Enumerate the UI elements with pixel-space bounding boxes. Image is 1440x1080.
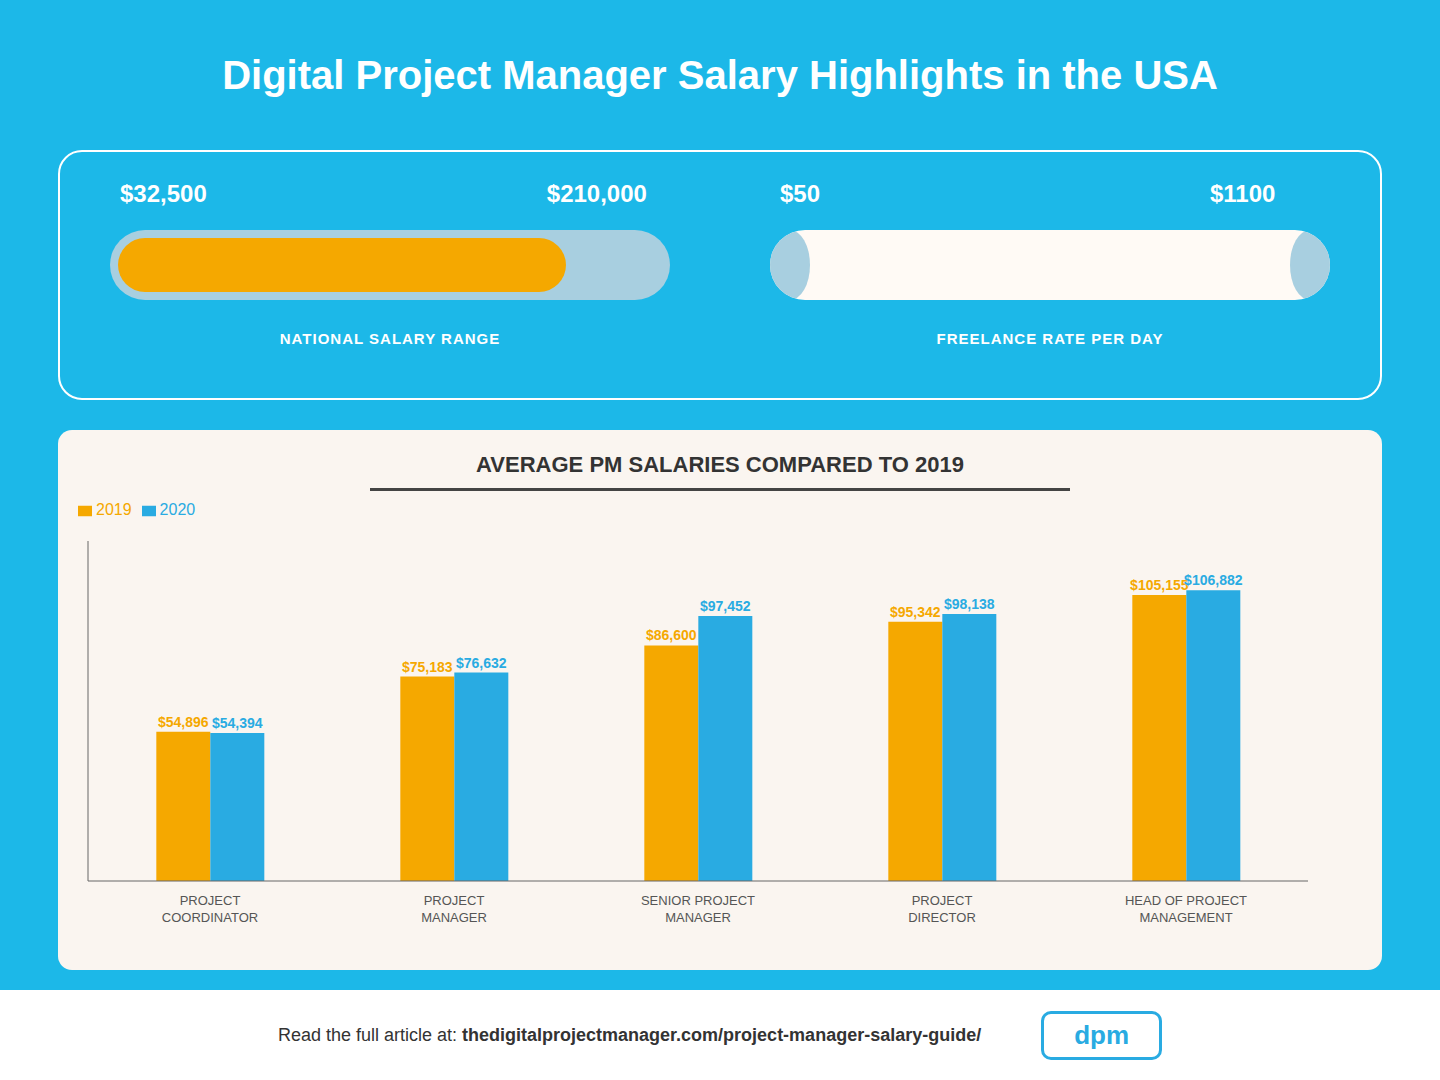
svg-text:$105,155: $105,155 <box>1130 577 1189 593</box>
svg-text:$98,138: $98,138 <box>944 596 995 612</box>
html-text:$50: $50 <box>780 180 820 207</box>
svg-text:PROJECTMANAGER: PROJECTMANAGER <box>421 893 487 925</box>
svg-text:$106,882: $106,882 <box>1184 572 1243 588</box>
svg-text:$95,342: $95,342 <box>890 604 941 620</box>
html-text:Digital Project Manager Salary: Digital Project Manager Salary Highlight… <box>222 52 1218 97</box>
svg-text:$54,896: $54,896 <box>158 714 209 730</box>
html-text:FREELANCE RATE PER DAY: FREELANCE RATE PER DAY <box>936 330 1164 347</box>
svg-text:PROJECTCOORDINATOR: PROJECTCOORDINATOR <box>162 893 258 925</box>
html-text:Read the full article at: thed: Read the full article at: thedigitalproj… <box>277 1024 982 1045</box>
html-text:$210,000: $210,000 <box>546 180 647 207</box>
svg-text:$76,632: $76,632 <box>456 655 507 671</box>
svg-text:$75,183: $75,183 <box>402 659 453 675</box>
svg-text:$86,600: $86,600 <box>646 627 697 643</box>
svg-text:$54,394: $54,394 <box>212 715 263 731</box>
html-text:NATIONAL SALARY RANGE: NATIONAL SALARY RANGE <box>279 330 501 347</box>
html-text:$1100: $1100 <box>1210 180 1276 207</box>
svg-text:PROJECTDIRECTOR: PROJECTDIRECTOR <box>908 893 976 925</box>
svg-text:HEAD OF PROJECTMANAGEMENT: HEAD OF PROJECTMANAGEMENT <box>1125 893 1247 925</box>
html-text:dpm: dpm <box>1074 1019 1130 1050</box>
svg-text:SENIOR PROJECTMANAGER: SENIOR PROJECTMANAGER <box>641 893 755 925</box>
svg-text:$97,452: $97,452 <box>700 598 751 614</box>
html-text:2020: 2020 <box>159 501 196 518</box>
html-text:AVERAGE PM SALARIES COMPARED T: AVERAGE PM SALARIES COMPARED TO 2019 <box>476 452 964 477</box>
html-text:2019: 2019 <box>96 501 132 518</box>
html-text:$32,500: $32,500 <box>120 180 207 207</box>
